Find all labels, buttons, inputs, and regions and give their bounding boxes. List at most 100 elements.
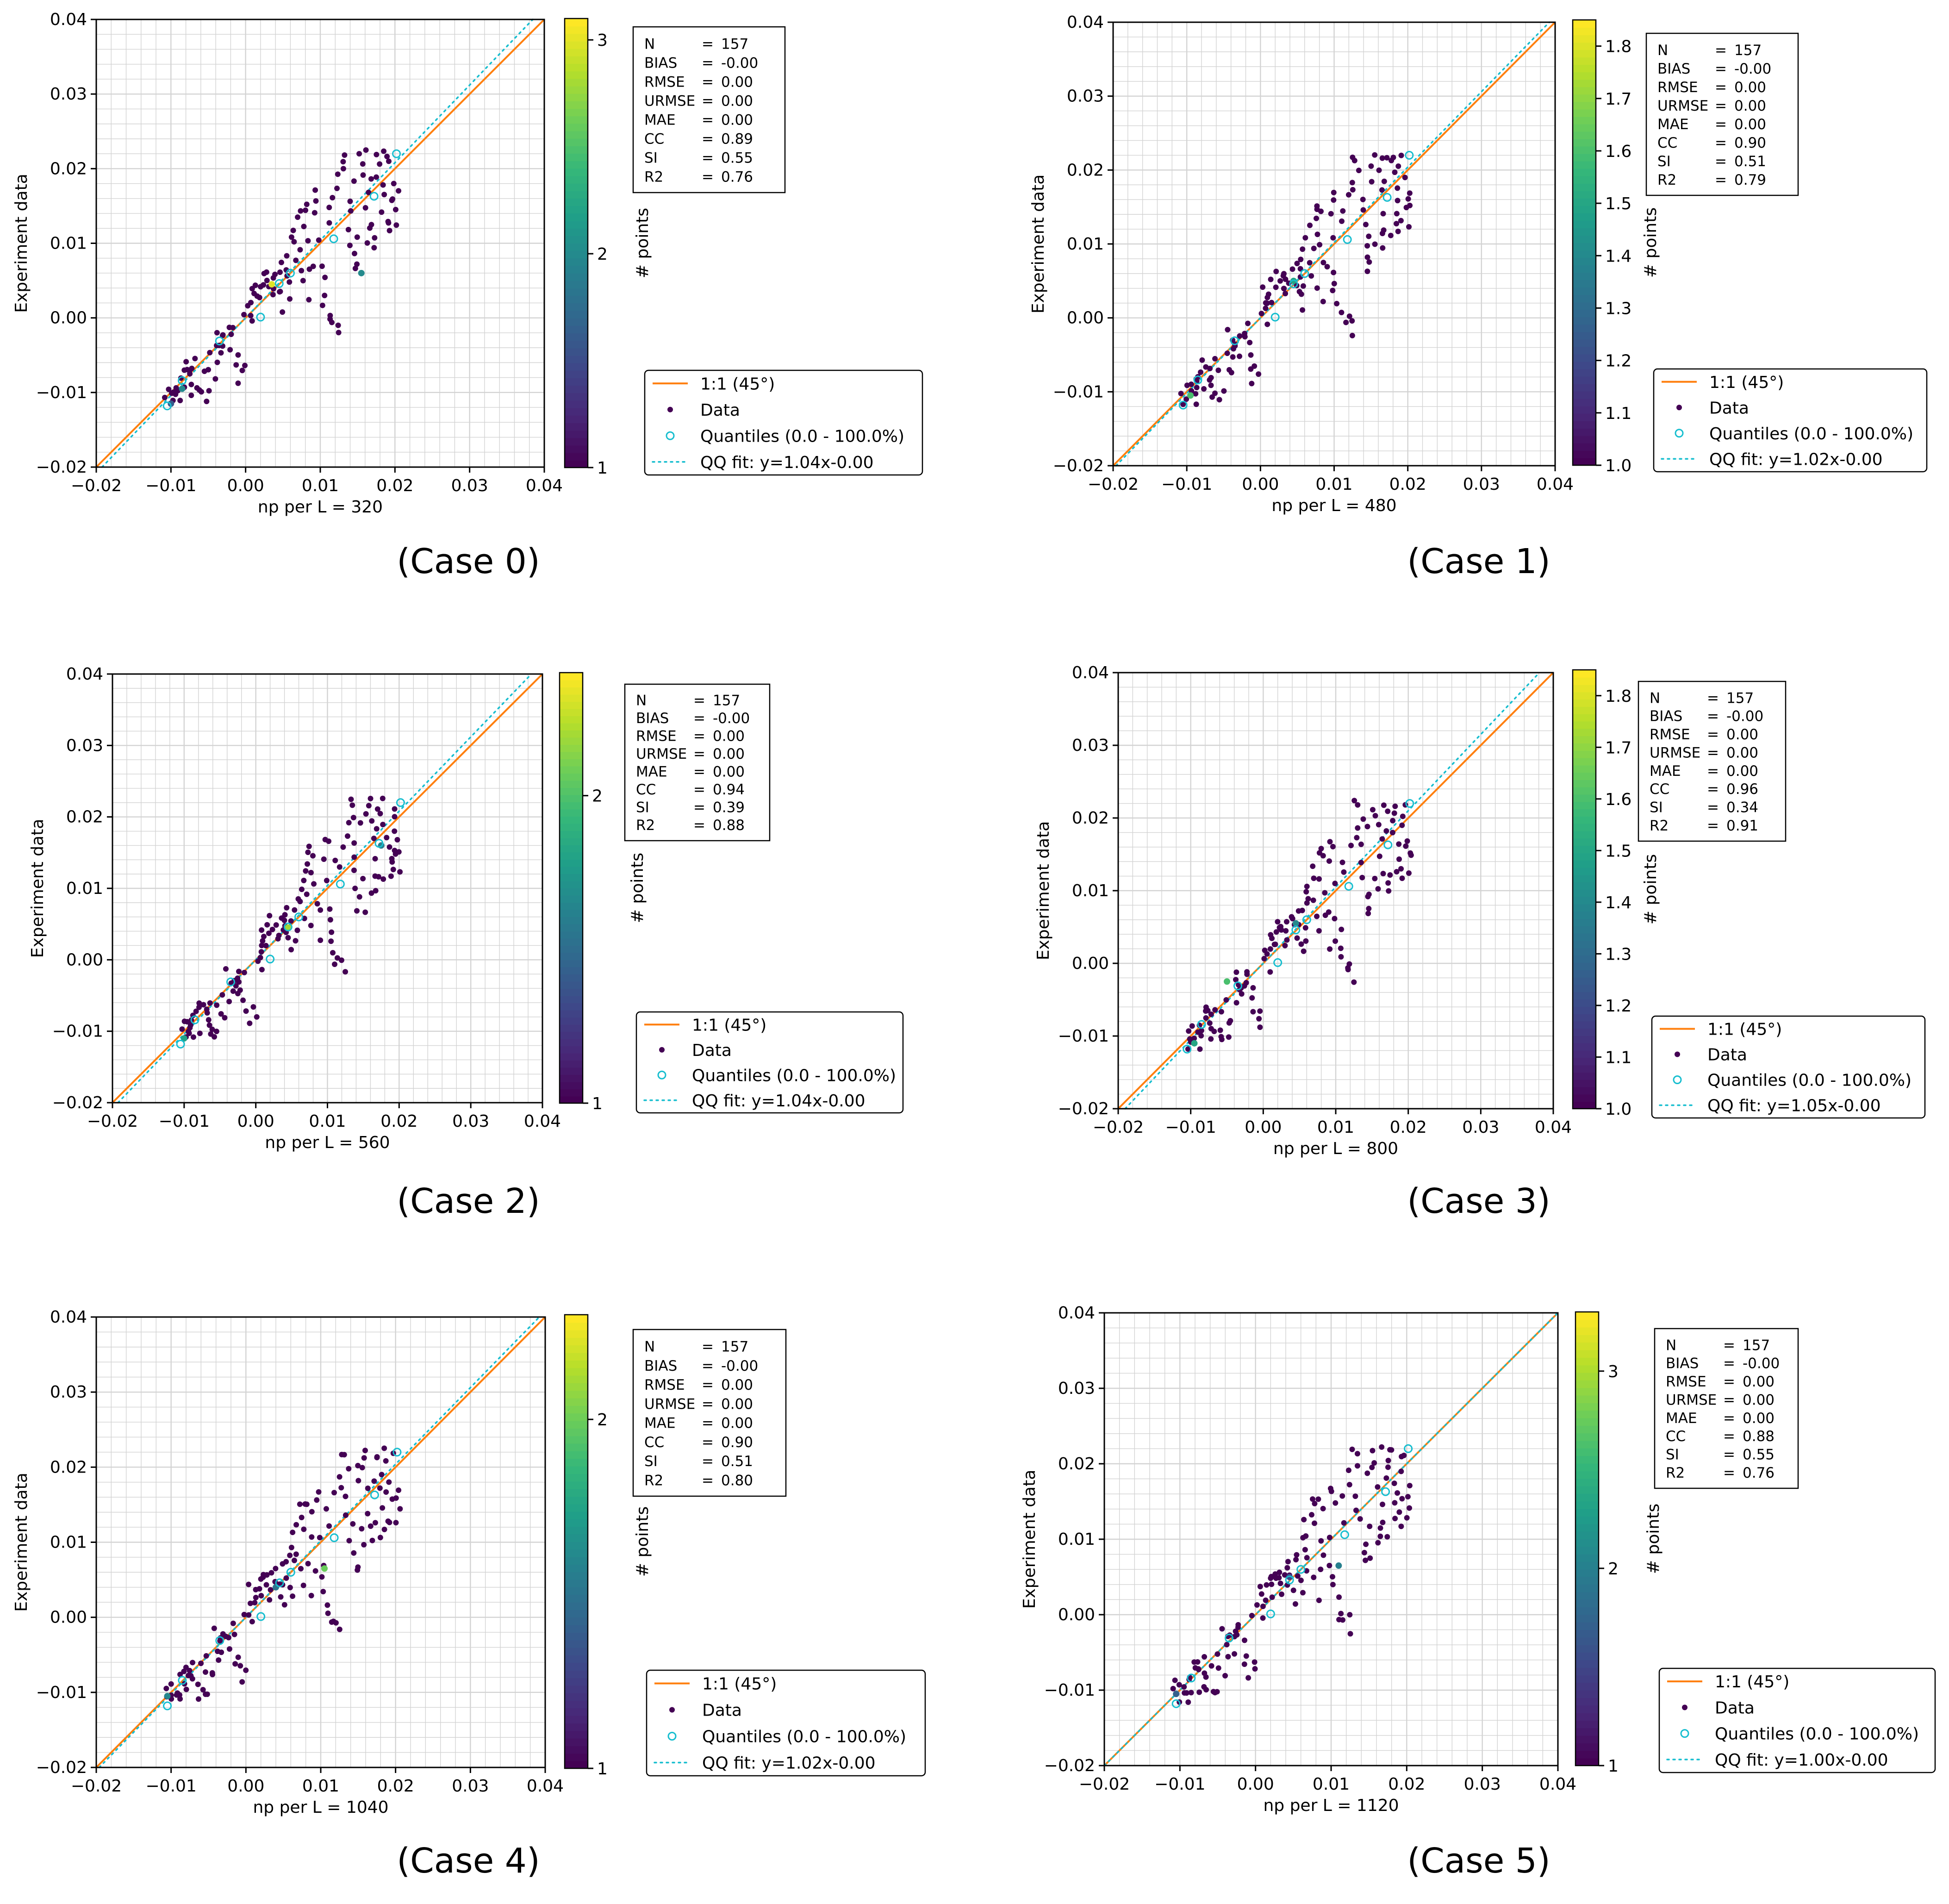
data-point (377, 811, 383, 817)
panel-caption: (Case 5) (1407, 1841, 1550, 1881)
data-point (368, 222, 374, 228)
stat-key: MAE (1657, 116, 1689, 133)
y-tick-label: −0.01 (1044, 1681, 1095, 1700)
stat-key: MAE (636, 764, 667, 780)
x-tick-label: 0.00 (1242, 475, 1279, 494)
colorbar-segment (565, 26, 588, 34)
colorbar-segment (565, 1708, 588, 1716)
data-point (1354, 1451, 1360, 1457)
data-point (1330, 1581, 1336, 1587)
stat-equals: = (693, 710, 705, 727)
quantile-marker (1187, 1673, 1196, 1683)
data-point (313, 198, 319, 204)
colorbar-segment (565, 1579, 588, 1587)
x-axis-label: np per L = 800 (1273, 1139, 1398, 1158)
colorbar-frame (559, 672, 584, 1104)
colorbar-segment (1575, 1720, 1599, 1729)
colorbar-segment (1573, 428, 1596, 436)
data-point (1203, 1015, 1209, 1021)
data-point (1358, 841, 1364, 847)
colorbar-segment (560, 730, 583, 738)
data-point (391, 181, 397, 187)
colorbar-segment (560, 1031, 583, 1039)
colorbar-segment (1573, 757, 1596, 766)
data-point (179, 385, 186, 392)
data-point (1188, 381, 1194, 387)
data-point (302, 1501, 308, 1507)
data-point (1233, 977, 1239, 983)
data-point (1209, 394, 1215, 400)
colorbar-segment (1575, 1486, 1599, 1494)
colorbar-tick-label: 2 (597, 1411, 608, 1430)
data-point (335, 171, 341, 177)
stat-equals: = (1723, 1447, 1735, 1463)
data-point (1275, 919, 1281, 925)
data-point (1394, 221, 1400, 227)
data-point (164, 1692, 171, 1699)
data-point (1203, 1687, 1209, 1693)
data-point (354, 908, 360, 914)
stat-key: MAE (644, 1415, 676, 1432)
data-point (278, 1594, 284, 1600)
colorbar-segment (1573, 131, 1596, 139)
colorbar-segment (565, 355, 588, 363)
x-tick-label: −0.02 (71, 1777, 122, 1796)
data-point (377, 161, 383, 167)
colorbar-segment (1573, 198, 1596, 206)
stat-value: 0.00 (721, 74, 753, 91)
data-point (248, 1600, 254, 1606)
data-point (348, 796, 354, 802)
data-point (374, 174, 380, 180)
data-point (1215, 1665, 1221, 1671)
colorbar-segment (560, 866, 583, 874)
data-point (1314, 285, 1320, 291)
legend-entry-label: Quantiles (0.0 - 100.0%) (692, 1066, 896, 1085)
colorbar-segment (560, 1096, 583, 1104)
data-point (1364, 268, 1370, 275)
colorbar-frame (1572, 669, 1597, 1110)
colorbar-segment (560, 974, 583, 982)
quantile-markers (1171, 1444, 1413, 1708)
colorbar-segment (1573, 955, 1596, 963)
colorbar-segment (1573, 435, 1596, 443)
data-point (1400, 813, 1406, 819)
data-point (1290, 1587, 1296, 1593)
y-tick-label: −0.01 (36, 383, 87, 402)
y-tick-label: 0.02 (66, 808, 103, 827)
stat-key: R2 (1657, 172, 1676, 188)
colorbar-segment (1575, 1622, 1599, 1630)
data-point (1186, 1028, 1192, 1034)
data-point (283, 1575, 289, 1581)
data-point (230, 1620, 236, 1626)
data-point (1343, 319, 1349, 325)
colorbar-segment (1573, 161, 1596, 169)
data-point (1284, 1565, 1290, 1571)
data-point (181, 1035, 187, 1042)
stat-equals: = (702, 74, 714, 91)
colorbar-segment (1573, 168, 1596, 176)
data-point (1224, 1642, 1230, 1648)
data-point (1202, 1654, 1208, 1660)
data-point (1385, 880, 1391, 886)
y-tick-label: −0.02 (1053, 456, 1104, 475)
stat-equals: = (702, 1434, 714, 1451)
data-point (300, 1582, 306, 1588)
colorbar-segment (565, 1617, 588, 1625)
colorbar-segment (565, 1662, 588, 1671)
data-point (1332, 880, 1338, 886)
data-point (1212, 1007, 1218, 1013)
stat-key: N (644, 1339, 655, 1355)
colorbar-segment (560, 1046, 583, 1054)
stat-equals: = (1707, 690, 1719, 706)
data-point (1392, 1500, 1398, 1506)
colorbar-label: # points (633, 1506, 652, 1577)
colorbar-segment (560, 1067, 583, 1075)
data-point (268, 1587, 274, 1593)
colorbar-segment (1575, 1335, 1599, 1343)
data-point (380, 1505, 386, 1511)
x-tick-label: 0.02 (1388, 1775, 1425, 1794)
colorbar-segment (565, 288, 588, 296)
colorbar-tick-label: 1.0 (1605, 456, 1631, 475)
colorbar-segment (1575, 1395, 1599, 1403)
